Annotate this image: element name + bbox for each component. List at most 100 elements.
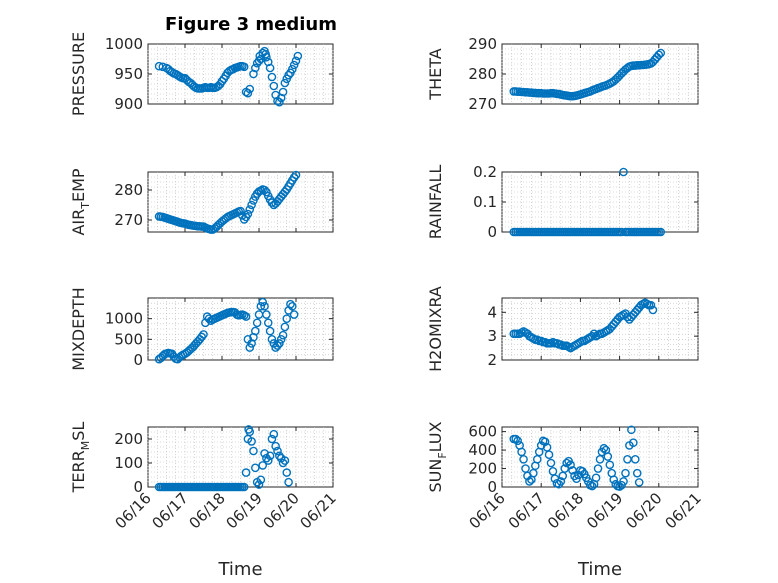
data-point bbox=[287, 301, 297, 311]
data-point bbox=[654, 50, 664, 60]
data-point bbox=[258, 297, 268, 307]
data-point bbox=[587, 331, 597, 341]
data-point bbox=[289, 60, 299, 70]
data-point bbox=[243, 88, 253, 98]
y-tick-label: 900 bbox=[114, 95, 143, 113]
y-tick-label: 280 bbox=[468, 65, 497, 83]
data-point bbox=[280, 456, 290, 465]
subplot-2: 270 280 290 THETA bbox=[426, 35, 699, 113]
y-tick-label: 270 bbox=[468, 95, 497, 113]
data-point bbox=[265, 63, 275, 73]
data-point bbox=[250, 463, 260, 473]
data-point bbox=[263, 57, 273, 67]
y-axis-label: THETA bbox=[426, 48, 445, 100]
data-point bbox=[273, 446, 282, 456]
data-point bbox=[603, 452, 613, 461]
series-markers bbox=[154, 170, 301, 234]
data-point bbox=[197, 332, 206, 342]
data-point bbox=[256, 475, 266, 485]
data-point bbox=[282, 468, 292, 477]
data-point bbox=[556, 477, 566, 486]
y-tick-label: 0 bbox=[487, 478, 497, 496]
data-point bbox=[560, 464, 570, 473]
data-point bbox=[278, 458, 288, 468]
data-point bbox=[269, 81, 279, 91]
x-tick-label: 06/18 bbox=[186, 489, 229, 532]
data-point bbox=[291, 170, 301, 180]
data-point bbox=[540, 437, 550, 447]
data-point bbox=[267, 198, 277, 207]
y-tick-label: 4 bbox=[487, 303, 497, 321]
x-tick-label: 06/21 bbox=[662, 489, 705, 532]
y-tick-label: 0 bbox=[133, 351, 143, 369]
data-point bbox=[287, 64, 297, 74]
data-point bbox=[275, 451, 284, 461]
data-point bbox=[260, 185, 269, 195]
data-point bbox=[249, 446, 258, 456]
data-point bbox=[260, 301, 269, 311]
data-point bbox=[265, 326, 275, 336]
x-tick-label: 06/20 bbox=[622, 489, 665, 532]
x-tick-label: 06/17 bbox=[505, 489, 548, 532]
data-point bbox=[241, 312, 251, 321]
x-tick-label: 06/19 bbox=[583, 489, 626, 532]
data-point bbox=[199, 330, 208, 339]
y-tick-label: 950 bbox=[114, 65, 143, 83]
data-point bbox=[239, 62, 249, 72]
data-point bbox=[247, 200, 256, 210]
data-point bbox=[284, 477, 293, 487]
y-axis-label: SUNFLUX bbox=[426, 421, 449, 492]
data-point bbox=[271, 441, 280, 451]
data-point bbox=[278, 330, 288, 340]
y-tick-label: 2 bbox=[487, 351, 497, 369]
subplot-5: 0 500 1000 MIXDEPTH bbox=[69, 287, 334, 371]
y-tick-label: 400 bbox=[468, 441, 497, 459]
series-markers bbox=[154, 297, 299, 364]
data-point bbox=[269, 429, 279, 439]
series-markers bbox=[509, 167, 666, 237]
subplot-4: 0 0.1 0.2 RAINFALL bbox=[426, 163, 699, 241]
y-tick-label: 200 bbox=[114, 430, 143, 448]
y-axis-label: MIXDEPTH bbox=[69, 287, 88, 370]
data-point bbox=[236, 206, 245, 216]
data-point bbox=[250, 63, 260, 73]
data-point bbox=[646, 300, 656, 310]
data-point bbox=[605, 460, 615, 470]
x-tick-label: 06/21 bbox=[297, 489, 340, 532]
data-point bbox=[262, 52, 271, 62]
data-point bbox=[254, 56, 264, 66]
data-point bbox=[619, 167, 628, 177]
x-tick-label: 06/19 bbox=[223, 489, 266, 532]
data-point bbox=[276, 93, 286, 103]
data-point bbox=[599, 443, 609, 453]
y-tick-label: 100 bbox=[114, 454, 143, 472]
data-point bbox=[241, 468, 251, 477]
series-markers bbox=[509, 298, 658, 353]
x-axis-label: Time bbox=[217, 559, 262, 580]
data-point bbox=[262, 310, 271, 319]
data-point bbox=[587, 481, 597, 491]
y-tick-label: 0 bbox=[133, 478, 143, 496]
data-point bbox=[656, 227, 666, 237]
y-tick-label: 280 bbox=[114, 181, 143, 199]
data-point bbox=[289, 173, 299, 182]
data-point bbox=[593, 464, 603, 473]
data-point bbox=[544, 450, 554, 459]
y-axis-label: AIRTEMP bbox=[69, 168, 92, 235]
data-point bbox=[245, 427, 255, 437]
y-axis-label: TERRMSL bbox=[69, 422, 92, 494]
data-point bbox=[239, 482, 249, 492]
data-point bbox=[519, 455, 528, 464]
y-tick-label: 1000 bbox=[105, 310, 143, 328]
data-point bbox=[630, 455, 640, 464]
x-axis-label: Time bbox=[577, 559, 622, 580]
data-point bbox=[566, 460, 575, 470]
data-point bbox=[280, 322, 290, 332]
data-point bbox=[629, 438, 638, 447]
data-point bbox=[591, 473, 601, 483]
data-point bbox=[546, 458, 556, 468]
data-point bbox=[278, 87, 288, 97]
